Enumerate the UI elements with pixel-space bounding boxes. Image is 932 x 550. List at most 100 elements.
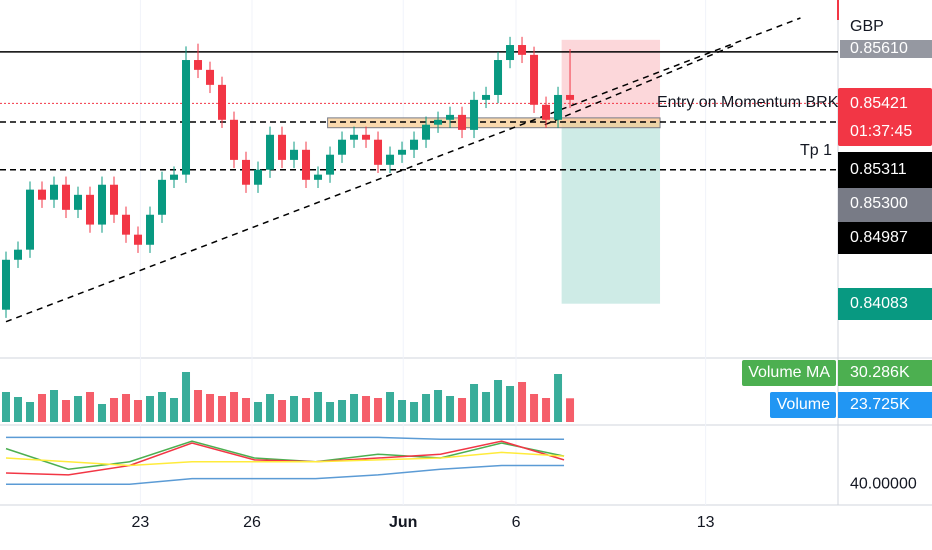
badge: [838, 288, 932, 320]
candle-body: [518, 45, 527, 55]
badge: [838, 152, 932, 188]
price-badge: 0.85300: [850, 195, 908, 212]
volume-bar: [122, 394, 131, 422]
candle-body: [542, 104, 551, 120]
candle-body: [2, 259, 11, 310]
volume-bar: [362, 396, 371, 422]
candle-body: [554, 94, 563, 120]
badge: [840, 40, 932, 58]
x-tick-label: 23: [132, 514, 150, 531]
volume-bar: [326, 402, 335, 422]
last-price: 0.85421: [850, 95, 908, 112]
candle-body: [278, 134, 287, 160]
candle-body: [62, 184, 71, 210]
volume-bar: [542, 398, 551, 422]
candle-body: [218, 84, 227, 120]
candle-body: [374, 139, 383, 165]
price-badge: 0.85311: [850, 161, 907, 178]
candle-body: [398, 149, 407, 155]
volume-bar: [398, 400, 407, 422]
badge: [838, 392, 932, 418]
candle-body: [26, 189, 35, 250]
indicator-line: [5, 451, 565, 467]
candle-body: [434, 119, 443, 125]
volume-bar: [266, 394, 275, 422]
badge: [742, 360, 836, 386]
volume-bar: [2, 392, 11, 422]
candle-body: [266, 134, 275, 170]
volume-bar: [62, 400, 71, 422]
candle-body: [206, 69, 215, 85]
candle-body: [458, 114, 467, 130]
candle-body: [362, 134, 371, 140]
indicator-line: [6, 436, 565, 440]
badge: [838, 88, 932, 146]
candle-body: [314, 174, 323, 180]
volume-bar: [146, 396, 155, 422]
candle-body: [38, 189, 47, 200]
volume-bar: [350, 394, 359, 422]
candle-body: [410, 139, 419, 150]
candle-body: [170, 174, 179, 180]
volume-bar: [410, 402, 419, 422]
volume-bar: [338, 400, 347, 422]
zone: [327, 117, 661, 129]
candle-body: [110, 184, 119, 215]
x-tick-label: 13: [697, 514, 715, 531]
candle-body: [254, 169, 263, 185]
volume-bar: [170, 398, 179, 422]
volume-bar: [278, 400, 287, 422]
candle-body: [242, 159, 251, 185]
volume-bar: [314, 392, 323, 422]
volume-bar: [386, 392, 395, 422]
volume-bar: [554, 374, 563, 422]
x-tick-label: Jun: [389, 514, 417, 531]
volume-bar: [110, 398, 119, 422]
indicator-line: [5, 440, 565, 476]
candle-body: [230, 119, 239, 160]
entry-label: Entry on Momentum BRK: [657, 94, 839, 111]
price-badge: 0.84083: [850, 295, 908, 312]
candle-body: [530, 54, 539, 105]
volume-bar: [38, 394, 47, 422]
volume-label: Volume: [777, 396, 830, 413]
badge: [838, 222, 932, 254]
volume-bar: [134, 400, 143, 422]
candle-body: [74, 194, 83, 210]
candle-body: [350, 134, 359, 140]
candle-body: [506, 45, 515, 61]
volume-bar: [566, 398, 575, 422]
price-badge: 0.84987: [850, 229, 908, 246]
volume-bar: [530, 394, 539, 422]
candle-body: [182, 60, 191, 175]
volume-bar: [374, 398, 383, 422]
volume-bar: [230, 392, 239, 422]
candle-body: [446, 114, 455, 120]
volume-bar: [194, 390, 203, 422]
stop-zone: [561, 39, 661, 122]
volume-bar: [302, 398, 311, 422]
trendline: [544, 44, 736, 126]
badge: [770, 392, 836, 418]
volume-bar: [74, 396, 83, 422]
volume-bar: [494, 380, 503, 422]
volume-bar: [470, 384, 479, 422]
candle-body: [470, 99, 479, 130]
volume-bar: [182, 372, 191, 422]
level-badge: 0.85610: [850, 40, 908, 57]
currency: GBP: [850, 18, 884, 35]
countdown: 01:37:45: [850, 123, 912, 140]
candle-body: [494, 60, 503, 95]
volume-bar: [446, 396, 455, 422]
volume-bar: [290, 396, 299, 422]
candle-body: [14, 249, 23, 260]
candle-body: [146, 214, 155, 245]
candle-body: [326, 154, 335, 175]
volume-bar: [98, 404, 107, 422]
x-tick-label: 26: [243, 514, 261, 531]
volume-bar: [86, 392, 95, 422]
candle-body: [290, 149, 299, 160]
candle-body: [482, 94, 491, 100]
volume-bar: [518, 382, 527, 422]
